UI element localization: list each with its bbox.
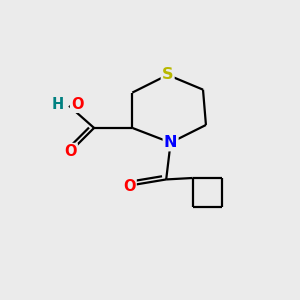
Text: O: O bbox=[123, 179, 136, 194]
Text: H: H bbox=[52, 97, 64, 112]
Text: S: S bbox=[162, 68, 173, 82]
Text: N: N bbox=[164, 135, 177, 150]
Text: O: O bbox=[71, 97, 83, 112]
Text: O: O bbox=[64, 144, 77, 159]
